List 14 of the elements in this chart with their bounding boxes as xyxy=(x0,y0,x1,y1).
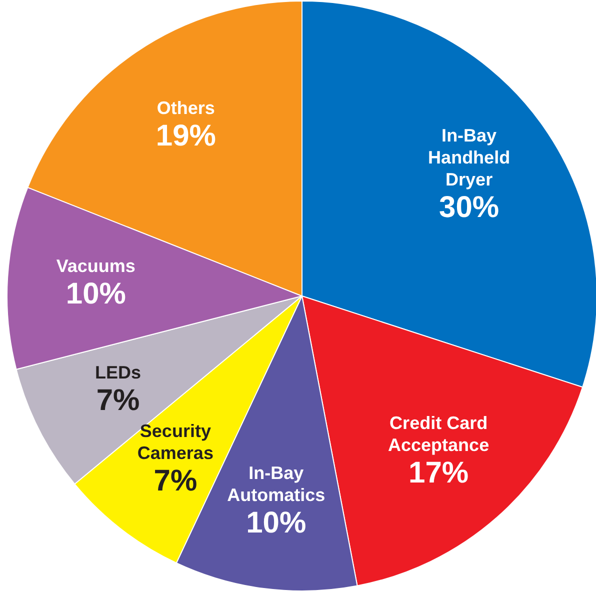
slice-label: Credit Card Acceptance xyxy=(388,412,490,455)
slice-label: In-Bay Automatics xyxy=(227,462,326,505)
slice-label: Vacuums xyxy=(56,256,136,276)
data-label: 30% xyxy=(439,191,500,224)
slice-label: LEDs xyxy=(95,362,142,383)
data-label: 10% xyxy=(66,278,126,311)
data-label: 7% xyxy=(154,464,198,498)
data-label: 17% xyxy=(408,456,469,490)
slice-label: Others xyxy=(156,98,215,118)
slice-label: Security Cameras xyxy=(137,421,214,464)
data-label: 19% xyxy=(156,120,216,153)
slice-label: In-Bay Handheld Dryer xyxy=(428,126,510,190)
data-label: 7% xyxy=(96,384,140,418)
data-label: 10% xyxy=(246,506,306,540)
